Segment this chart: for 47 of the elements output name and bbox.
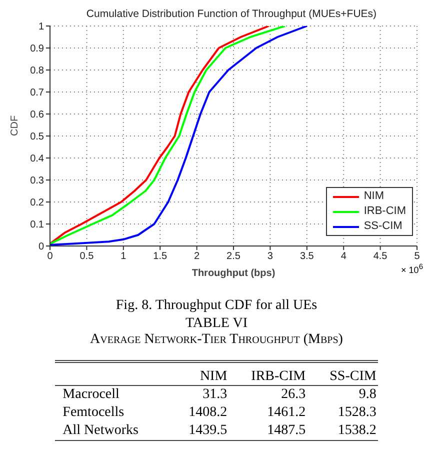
y-tick-label: 0.1	[30, 220, 44, 231]
text: Average Network-Tier Throughput (Mbps)	[89, 332, 344, 348]
x-tick-label: 0.5	[80, 251, 94, 262]
data-label: 26.3	[280, 386, 307, 404]
text: NIM	[198, 368, 228, 386]
legend-label: SS-CIM	[364, 219, 402, 234]
legend-label: IRB-CIM	[364, 204, 406, 219]
x-tick-label: 3.5	[300, 251, 314, 262]
y-tick-label: 0.7	[30, 88, 44, 99]
data-label: 1408.2	[188, 404, 228, 422]
data-label: 1487.5	[266, 422, 307, 440]
y-axis-title: CDF	[10, 115, 21, 136]
x-tick-label: 2.5	[226, 251, 241, 262]
y-tick-label: 0.5	[30, 132, 44, 143]
text: IRB-CIM	[250, 368, 307, 386]
caption: Fig. 8. Throughput CDF for all UEs	[114, 298, 318, 314]
y-tick-label: 0.9	[30, 44, 44, 55]
x-axis-title: Throughput (bps)	[192, 268, 276, 279]
x-tick-label: 1.5	[153, 251, 168, 262]
y-tick-label: 0	[38, 242, 44, 253]
x-tick-label: 4.5	[373, 251, 388, 262]
x-tick-label: 1	[120, 251, 127, 262]
text: SS-CIM	[328, 368, 378, 386]
data-label: 31.3	[202, 386, 228, 404]
data-label: 9.8	[358, 386, 378, 404]
y-tick-label: 0.2	[30, 198, 44, 209]
y-tick-label: 0.8	[30, 66, 44, 77]
y-tick-label: 0.4	[30, 154, 44, 165]
text: × 10$^{6}$	[401, 262, 423, 275]
data-label: 1461.2	[266, 404, 307, 422]
category-label: All Networks	[62, 422, 140, 440]
data-label: 1538.2	[336, 422, 378, 440]
y-tick-label: 0.6	[30, 110, 44, 121]
x-tick-label: 0	[47, 251, 54, 262]
legend-label: NIM	[364, 189, 384, 204]
category-label: Femtocells	[62, 404, 126, 422]
x-tick-label: 4	[340, 251, 347, 262]
chart-title: Cumulative Distribution Function of Throughput (MUEs+FUEs)	[85, 8, 378, 20]
data-label: 1528.3	[336, 404, 378, 422]
category-label: Macrocell	[62, 386, 120, 404]
x-tick-label: 5	[414, 251, 420, 262]
text: TABLE VI	[184, 316, 248, 332]
y-tick-label: 0.3	[30, 176, 44, 187]
x-tick-label: 2	[194, 251, 200, 262]
data-label: 1439.5	[188, 422, 228, 440]
y-tick-label: 1	[38, 22, 44, 33]
x-tick-label: 3	[267, 251, 274, 262]
